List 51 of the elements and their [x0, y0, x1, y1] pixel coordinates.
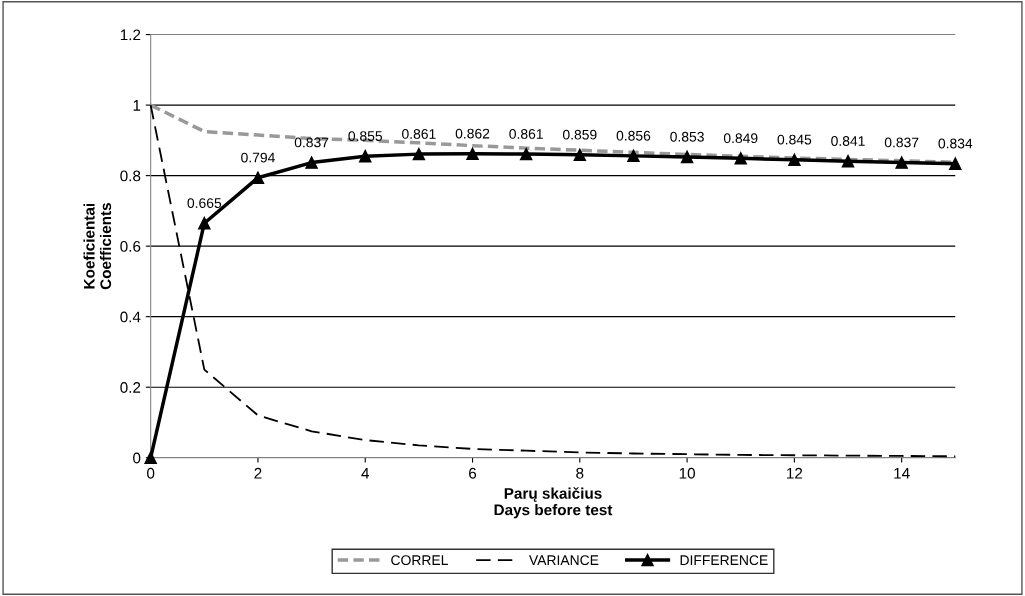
data-label: 0.855: [348, 131, 383, 141]
point: [734, 152, 747, 165]
x-tick-label: 2: [254, 467, 262, 479]
data-label: 0.841: [831, 136, 865, 146]
x-tick-label: 4: [361, 468, 370, 479]
data-label: 0.845: [777, 134, 812, 145]
point: [895, 156, 908, 169]
point: [466, 147, 479, 161]
data-label: 0.856: [616, 130, 651, 141]
y-tick-label: 1.2: [120, 29, 141, 41]
y-tick-label: 1: [133, 100, 141, 111]
point: [573, 148, 587, 162]
data-label: 0.859: [562, 129, 597, 140]
data-label: 0.849: [723, 133, 758, 144]
x-tick-label: 10: [679, 467, 695, 479]
legend-label: DIFFERENCE: [680, 555, 768, 566]
y-tick-label: 0.4: [120, 311, 141, 323]
x-tick-label: 6: [469, 467, 477, 479]
data-label: 0.861: [509, 129, 543, 139]
point: [198, 216, 211, 230]
data-label: 0.665: [187, 198, 222, 208]
point: [841, 154, 855, 168]
y-tick-label: 0.2: [120, 382, 141, 393]
data-label: 0.794: [241, 152, 275, 163]
point: [519, 147, 533, 161]
data-label: 0.834: [938, 138, 973, 149]
x-axis-title: Parų skaičius Days before test: [494, 487, 613, 519]
y-tick-label: 0.8: [120, 170, 141, 182]
x-tick-label: 14: [894, 468, 910, 479]
point: [412, 147, 426, 161]
point: [144, 451, 157, 464]
point: [949, 157, 962, 170]
legend-label: VARIANCE: [529, 555, 599, 566]
legend-label: CORREL: [391, 555, 448, 566]
x-tick-label: 0: [147, 467, 155, 479]
point: [680, 150, 694, 164]
data-label: 0.862: [455, 128, 490, 139]
y-tick-label: 0: [133, 452, 141, 464]
y-tick-label: 0.6: [120, 241, 141, 252]
point: [251, 171, 265, 184]
point: [358, 149, 372, 163]
data-label: 0.837: [884, 137, 919, 148]
x-tick-label: 12: [787, 467, 803, 479]
point: [305, 156, 318, 169]
data-label: 0.853: [670, 131, 704, 142]
y-axis-title: Koeficientai Coefficients: [83, 203, 112, 290]
data-label: 0.861: [402, 129, 436, 139]
point: [788, 153, 801, 167]
data-label: 0.837: [294, 137, 329, 148]
x-tick-label: 8: [576, 467, 584, 479]
point: [627, 149, 640, 163]
